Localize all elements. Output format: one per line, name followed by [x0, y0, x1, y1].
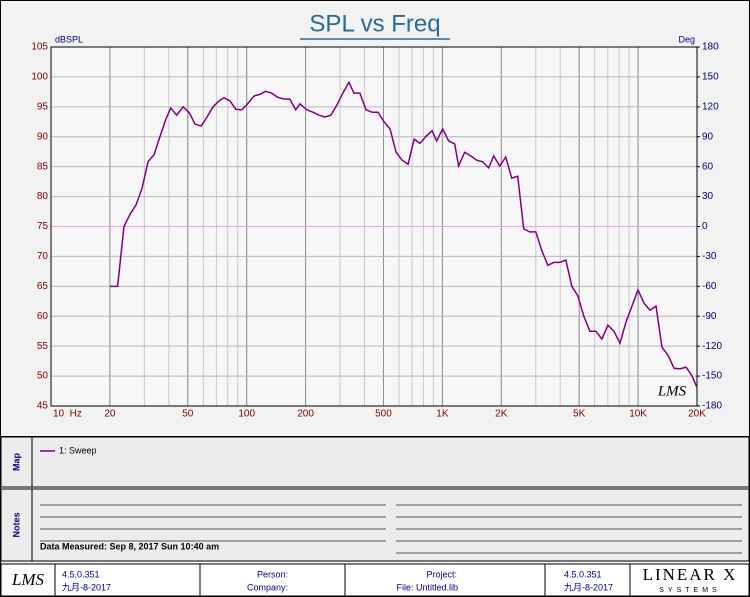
- y2-tick-label: -120: [702, 341, 722, 352]
- y2-tick-label: -60: [702, 281, 717, 292]
- x-tick-label: 100: [238, 409, 255, 420]
- project: Project:: [426, 569, 457, 579]
- x-tick-label: 10K: [629, 409, 647, 420]
- date: 九月-8-2017: [564, 582, 613, 592]
- plot-border: [50, 46, 698, 407]
- y2-tick-label: -90: [702, 311, 717, 322]
- y-tick-label: 65: [37, 281, 49, 292]
- y-tick-label: 85: [37, 161, 49, 172]
- y2-tick-label: 90: [702, 131, 714, 142]
- y2-tick-label: 0: [702, 221, 708, 232]
- y2-tick-label: 60: [702, 161, 714, 172]
- y-tick-label: 60: [37, 311, 49, 322]
- footer-dividers: [54, 564, 631, 596]
- legend-label: 1: Sweep: [59, 445, 97, 455]
- y2-tick-label: -30: [702, 251, 717, 262]
- y2-tick-label: 30: [702, 191, 714, 202]
- x-tick-label: 200: [297, 409, 314, 420]
- notes-panel: [0, 488, 750, 562]
- data-measured: Data Measured: Sep 8, 2017 Sun 10:40 am: [40, 541, 219, 551]
- y2-tick-label: -180: [702, 401, 722, 412]
- y-axis-label: dBSPL: [55, 34, 83, 44]
- y-tick-label: 90: [37, 131, 49, 142]
- version: 4.5.0.351: [62, 569, 100, 579]
- y-tick-label: 105: [31, 42, 48, 53]
- y2-tick-label: 180: [702, 42, 719, 53]
- chart-title: SPL vs Freq: [309, 10, 440, 37]
- person: Person:: [257, 569, 288, 579]
- date: 九月-8-2017: [62, 582, 111, 592]
- brand-sub: SYSTEMS: [659, 587, 720, 594]
- x-tick-label: 10 Hz: [53, 409, 82, 420]
- y2-tick-label: 120: [702, 101, 719, 112]
- footer-logo: LMS: [11, 570, 45, 589]
- x-tick-label: 20K: [688, 409, 706, 420]
- x-tick-label: 500: [375, 409, 392, 420]
- file: File: Untitled.lib: [396, 582, 458, 592]
- y2-tick-label: -150: [702, 371, 722, 382]
- x-tick-label: 50: [182, 409, 194, 420]
- x-tick-label: 2K: [495, 409, 508, 420]
- y-tick-label: 100: [31, 72, 48, 83]
- x-tick-label: 20: [104, 409, 116, 420]
- x-tick-label: 1K: [436, 409, 449, 420]
- brand: LINEAR X: [643, 565, 738, 584]
- y-tick-label: 55: [37, 341, 49, 352]
- y-tick-label: 75: [37, 221, 49, 232]
- y-tick-label: 70: [37, 251, 49, 262]
- watermark: LMS: [657, 383, 687, 399]
- map-panel: [0, 436, 750, 488]
- notes-label: Notes: [11, 512, 21, 537]
- y-tick-label: 95: [37, 101, 49, 112]
- company: Company:: [247, 582, 288, 592]
- y2-tick-label: 150: [702, 72, 719, 83]
- map-label: Map: [11, 452, 21, 471]
- y-tick-label: 45: [37, 401, 49, 412]
- y-tick-label: 50: [37, 371, 49, 382]
- footer: [0, 563, 750, 597]
- y-tick-label: 80: [37, 191, 49, 202]
- version: 4.5.0.351: [564, 569, 602, 579]
- note-lines: [40, 504, 742, 554]
- x-tick-label: 5K: [573, 409, 586, 420]
- series-line: [109, 80, 698, 388]
- y2-axis-label: Deg: [678, 34, 695, 44]
